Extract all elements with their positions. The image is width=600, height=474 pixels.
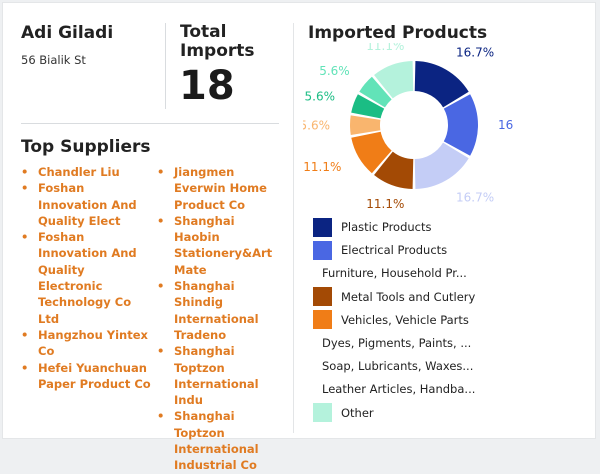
top-suppliers-title: Top Suppliers	[21, 137, 151, 157]
legend-item[interactable]: Dyes, Pigments, Paints, ...	[313, 333, 471, 353]
donut-slice[interactable]	[414, 142, 469, 189]
supplier-name: Chandler Liu	[38, 165, 120, 179]
bullet-icon: •	[157, 344, 165, 359]
imported-products-title: Imported Products	[308, 23, 488, 43]
donut-slice[interactable]	[359, 76, 392, 108]
supplier-name: Jiangmen Everwin Home Product Co	[174, 165, 267, 212]
supplier-name: Foshan Innovation And Quality Electronic…	[38, 230, 137, 326]
supplier-item[interactable]: • Shanghai Toptzon International Industri…	[157, 408, 283, 473]
legend-item[interactable]: Electrical Products	[313, 240, 447, 260]
bullet-icon: •	[21, 230, 29, 245]
bullet-icon: •	[157, 409, 165, 424]
legend-item[interactable]: Vehicles, Vehicle Parts	[313, 310, 469, 330]
legend-label: Leather Articles, Handba...	[322, 382, 476, 397]
supplier-item[interactable]: • Jiangmen Everwin Home Product Co	[157, 164, 283, 213]
supplier-item[interactable]: • Shanghai Haobin Stationery&Art Mate	[157, 213, 283, 278]
slice-percent-label: 11.1%	[366, 197, 404, 211]
legend-swatch	[313, 217, 332, 237]
donut-slice[interactable]	[414, 61, 469, 108]
customer-name: Adi Giladi	[21, 23, 114, 43]
donut-slice[interactable]	[351, 94, 385, 119]
supplier-item[interactable]: • Hefei Yuanchuan Paper Product Co	[21, 360, 151, 393]
slice-percent-label: 5.6%	[305, 89, 336, 103]
divider	[293, 23, 294, 433]
bullet-icon: •	[21, 360, 29, 375]
legend-label: Other	[341, 405, 374, 420]
legend-swatch	[313, 403, 332, 423]
bullet-icon: •	[157, 279, 165, 294]
supplier-name: Shanghai Toptzon International Indu	[174, 344, 259, 408]
supplier-item[interactable]: • Chandler Liu	[21, 164, 151, 180]
imported-products-donut-chart: 16.7% 16.7% 16.7% 11.1% 11.1% 5.6% 5.6% 5.6% 11.…	[303, 43, 513, 211]
total-imports-value: 18	[179, 63, 235, 109]
legend-label: Furniture, Household Pr...	[322, 266, 467, 281]
total-imports-label: Total Imports	[180, 23, 255, 61]
supplier-item[interactable]: • Shanghai Toptzon International Indu	[157, 343, 283, 408]
supplier-name: Hangzhou Yintex Co	[38, 327, 148, 359]
legend-item[interactable]: Other	[313, 403, 374, 423]
slice-percent-label: 5.6%	[303, 118, 330, 132]
supplier-list: • Jiangmen Everwin Home Product Co • Shangh…	[157, 164, 283, 474]
donut-slice[interactable]	[374, 151, 414, 189]
supplier-item[interactable]: • Shanghai Shindig International Tradeno	[157, 278, 283, 343]
slice-percent-label: 11.1%	[303, 160, 341, 174]
legend-label: Dyes, Pigments, Paints, ...	[322, 336, 472, 350]
bullet-icon: •	[21, 181, 29, 196]
legend-item[interactable]: Metal Tools and Cutlery	[313, 287, 475, 307]
donut-slice[interactable]	[351, 131, 392, 174]
bullet-icon: •	[157, 213, 165, 228]
legend-label: Plastic Products	[341, 220, 432, 234]
legend-swatch	[313, 310, 332, 330]
supplier-list: • Chandler Liu • Foshan Innovation And Qual…	[21, 164, 151, 392]
slice-percent-label: 16.7%	[456, 45, 494, 59]
customer-address: 56 Bialik St	[21, 53, 86, 67]
divider	[21, 123, 279, 124]
supplier-item[interactable]: • Foshan Innovation And Quality Elect	[21, 180, 151, 229]
legend-item[interactable]: Furniture, Household Pr...	[313, 263, 467, 283]
legend-label: Soap, Lubricants, Waxes...	[322, 359, 474, 374]
donut-slice[interactable]	[443, 94, 478, 156]
total-imports-label-line: Total	[180, 22, 227, 42]
slice-percent-label: 5.6%	[319, 64, 350, 78]
slice-percent-label: 16.7%	[498, 118, 513, 132]
bullet-icon: •	[157, 165, 165, 179]
bullet-icon: •	[21, 165, 29, 179]
legend-swatch	[313, 240, 332, 260]
legend-item[interactable]: Soap, Lubricants, Waxes...	[313, 356, 473, 376]
legend-item[interactable]: Plastic Products	[313, 217, 432, 237]
bullet-icon: •	[21, 327, 29, 342]
legend-item[interactable]: Leather Articles, Handba...	[313, 379, 475, 399]
supplier-item[interactable]: • Hangzhou Yintex Co	[21, 327, 151, 360]
legend-label: Vehicles, Vehicle Parts	[341, 312, 469, 327]
donut-slice[interactable]	[350, 115, 381, 135]
supplier-item[interactable]: • Foshan Innovation And Quality Electroni…	[21, 229, 151, 327]
supplier-name: Shanghai Shindig International Tradeno	[174, 279, 259, 342]
divider	[165, 23, 166, 109]
legend-label: Metal Tools and Cutlery	[341, 289, 476, 304]
total-imports-label-line: Imports	[180, 41, 255, 61]
supplier-name: Hefei Yuanchuan Paper Product Co	[38, 360, 151, 391]
supplier-name: Foshan Innovation And Quality Elect	[38, 181, 137, 228]
legend-swatch	[313, 287, 332, 307]
slice-percent-label: 16.7%	[456, 191, 494, 205]
supplier-name: Shanghai Haobin Stationery&Art Mate	[174, 213, 273, 277]
slice-percent-label: 11.1%	[366, 43, 404, 53]
legend-label: Electrical Products	[341, 243, 448, 258]
donut-slice[interactable]	[374, 61, 414, 99]
